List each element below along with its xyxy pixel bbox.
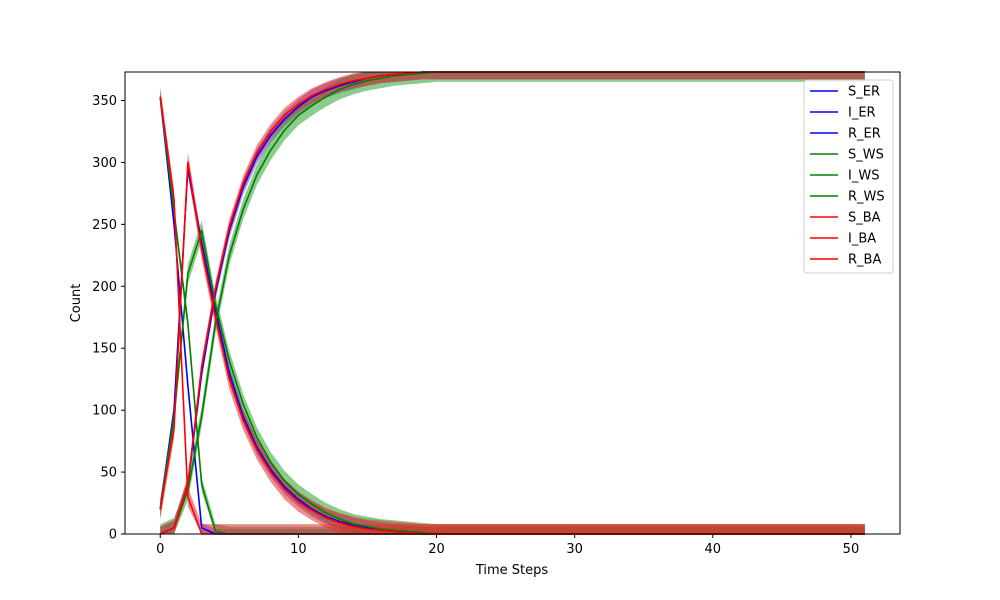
y-tick-label: 0	[109, 528, 117, 543]
y-tick-label: 350	[92, 94, 117, 109]
y-tick-label: 200	[92, 280, 117, 295]
legend-label: S_BA	[848, 211, 881, 226]
x-tick-label: 50	[843, 542, 860, 557]
legend-label: R_ER	[848, 127, 881, 142]
x-tick-label: 40	[705, 542, 722, 557]
x-axis-label: Time Steps	[475, 563, 549, 578]
legend-label: I_WS	[848, 169, 879, 184]
y-tick-label: 150	[92, 342, 117, 357]
x-tick-label: 30	[566, 542, 583, 557]
y-tick-label: 50	[100, 466, 117, 481]
y-tick-label: 300	[92, 156, 117, 171]
legend: S_ER I_ER R_ER S_WS I_WS R_WS S_BA I_BA R_BA	[804, 80, 893, 273]
y-axis-label: Count	[69, 284, 84, 323]
legend-label: R_BA	[848, 253, 881, 268]
x-tick-label: 0	[156, 542, 164, 557]
legend-label: R_WS	[848, 190, 885, 205]
legend-label: S_ER	[848, 85, 880, 100]
legend-label: I_BA	[848, 232, 876, 247]
y-tick-label: 250	[92, 218, 117, 233]
x-tick-label: 10	[290, 542, 307, 557]
legend-label: I_ER	[848, 106, 876, 121]
y-tick-label: 100	[92, 404, 117, 419]
legend-label: S_WS	[848, 148, 884, 163]
x-tick-label: 20	[428, 542, 445, 557]
